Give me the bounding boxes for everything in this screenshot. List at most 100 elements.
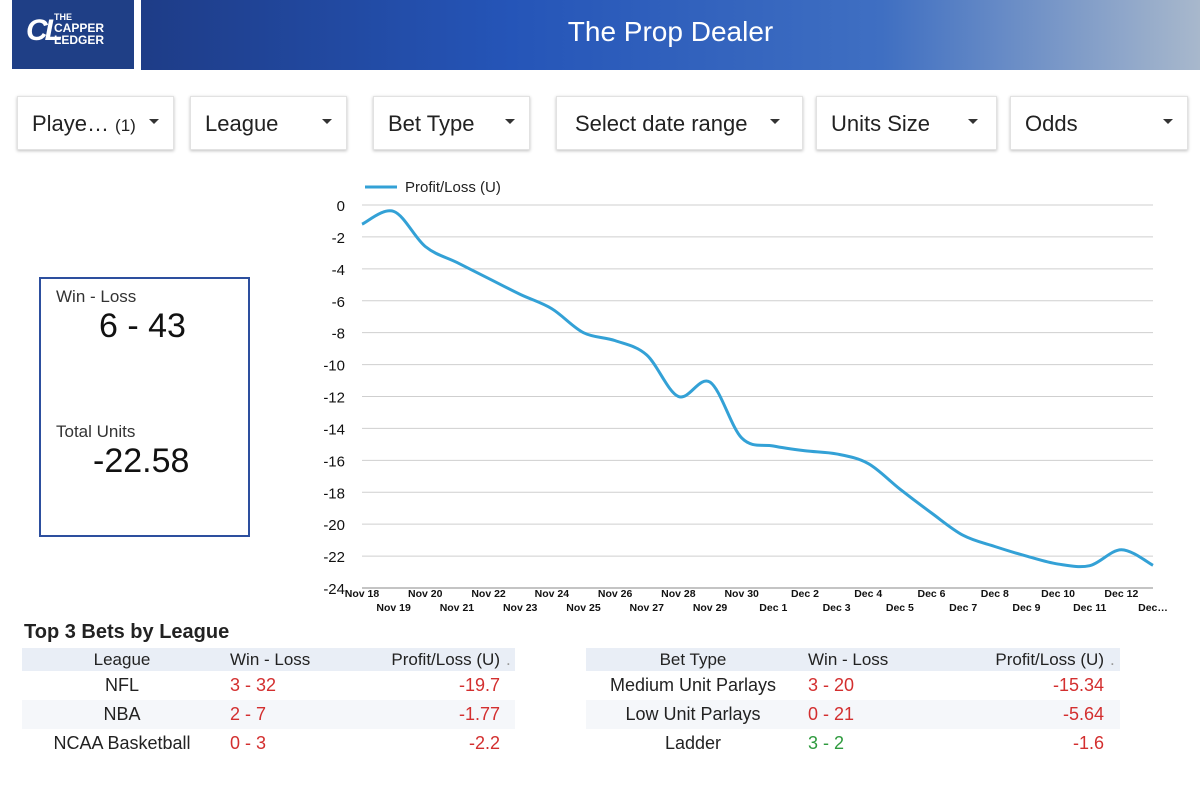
filter-date-range[interactable]: Select date range [556,96,803,150]
column-header[interactable]: Profit/Loss (U) [348,648,506,671]
filter-odds[interactable]: Odds [1010,96,1188,150]
x-tick-label: Nov 24 [535,588,570,600]
chart-legend: Profit/Loss (U) [365,179,501,196]
kpi-scorecard: Win - Loss 6 - 43 Total Units -22.58 [39,277,250,537]
y-tick-label: -4 [332,262,345,279]
column-header[interactable]: Win - Loss [222,648,348,671]
y-tick-label: -24 [323,581,345,598]
x-tick-label: Dec 4 [854,588,882,600]
y-tick-label: -10 [323,358,345,375]
series-line-profit-loss [361,209,1154,569]
bet-type-name: Ladder [664,733,722,753]
bet-type-profit-loss: -1.6 [1072,733,1104,753]
x-tick-label: Nov 21 [440,602,475,614]
bet-type-name: Low Unit Parlays [586,700,800,729]
filter-player-count: (1) [115,116,136,135]
x-tick-label: Dec… [1138,602,1168,614]
x-tick-label: Dec 2 [791,588,819,600]
x-tick-label: Dec 8 [981,588,1009,600]
table-header-row: League Win - Loss Profit/Loss (U) . [22,648,515,671]
y-tick-label: -16 [323,453,345,470]
win-loss-value: 6 - 43 [99,307,186,345]
chevron-down-icon [505,119,515,124]
brand-logo: CL THE CAPPER LEDGER [12,0,134,69]
chart-series [361,209,1154,569]
page-title: The Prop Dealer [567,16,774,47]
x-tick-label: Nov 30 [724,588,759,600]
total-units-value: -22.58 [93,442,190,480]
x-tick-label: Nov 28 [661,588,696,600]
x-tick-label: Dec 7 [949,602,977,614]
x-tick-label: Dec 5 [886,602,914,614]
bet-type-win-loss: 0 - 21 [800,700,942,729]
column-resize-handle[interactable]: . [506,648,515,671]
logo-mark: CL [26,14,63,47]
legend-label: Profit/Loss (U) [405,179,501,196]
y-axis: 0 -2 -4 -6 -8 -10 -12 -14 -16 -18 -20 -22 -24 [323,198,345,598]
x-tick-label: Nov 29 [693,602,728,614]
y-tick-label: -20 [323,517,345,534]
x-tick-label: Dec 9 [1012,602,1040,614]
table-row: NCAA Basketball 0 - 3 -2.2 [22,729,515,758]
league-win-loss: 0 - 3 [230,733,267,753]
logo-words: THE CAPPER LEDGER [54,12,104,46]
column-header[interactable]: League [22,648,222,671]
chevron-down-icon [322,119,332,124]
bet-type-name: Medium Unit Parlays [609,675,777,695]
x-tick-label: Dec 1 [759,602,787,614]
chevron-down-icon [1163,119,1173,124]
league-win-loss: 2 - 7 [222,700,348,729]
section-title: Top 3 Bets by League [24,621,230,643]
table-row: Low Unit Parlays 0 - 21 -5.64 [586,700,1120,729]
y-tick-label: -22 [323,549,345,566]
x-tick-label: Nov 22 [471,588,506,600]
league-win-loss: 3 - 32 [230,675,277,695]
y-tick-label: -12 [323,390,345,407]
table-header-row: Bet Type Win - Loss Profit/Loss (U) . [586,648,1120,671]
filter-odds-label: Odds [1025,111,1078,136]
x-tick-label: Dec 11 [1073,602,1106,614]
y-tick-label: -14 [323,421,345,438]
x-tick-label: Nov 18 [345,588,380,600]
y-tick-label: -2 [332,230,345,247]
filter-bet-type[interactable]: Bet Type [373,96,530,150]
table-row: NFL 3 - 32 -19.7 [22,671,515,700]
logo-line-1: THE [54,12,72,22]
filter-player[interactable]: Playe… (1) [17,96,174,150]
x-tick-label: Nov 26 [598,588,633,600]
filter-player-text: Playe… [32,111,110,136]
filter-date-range-label: Select date range [575,111,748,136]
win-loss-label: Win - Loss [56,287,137,306]
x-tick-label: Dec 6 [918,588,946,600]
league-profit-loss: -19.7 [458,675,500,695]
filter-league[interactable]: League [190,96,347,150]
bet-type-win-loss: 3 - 20 [808,675,855,695]
total-units-label: Total Units [56,422,136,441]
column-header[interactable]: Profit/Loss (U) [942,648,1110,671]
league-name: NFL [104,675,139,695]
filter-player-label: Playe… (1) [32,111,136,137]
header-bar: The Prop Dealer [141,0,1200,70]
league-profit-loss: -1.77 [348,700,506,729]
table-row: NBA 2 - 7 -1.77 [22,700,515,729]
league-name: NCAA Basketball [53,733,191,753]
y-tick-label: -18 [323,485,345,502]
x-tick-label: Nov 27 [630,602,665,614]
y-tick-label: -8 [332,326,345,343]
column-header[interactable]: Bet Type [586,648,800,671]
x-tick-label: Nov 19 [376,602,411,614]
column-resize-handle[interactable]: . [1110,648,1120,671]
column-header[interactable]: Win - Loss [800,648,942,671]
league-table: League Win - Loss Profit/Loss (U) . NFL … [22,648,515,758]
logo-line-3: LEDGER [54,33,105,47]
logo-line-2: CAPPER [54,21,105,35]
x-tick-label: Nov 23 [503,602,538,614]
x-tick-label: Dec 3 [823,602,851,614]
bet-type-table: Bet Type Win - Loss Profit/Loss (U) . Me… [586,648,1120,758]
x-axis: Nov 18 Nov 19 Nov 20 Nov 21 Nov 22 Nov 23 Nov … [345,588,1168,614]
filter-units-size[interactable]: Units Size [816,96,997,150]
x-tick-label: Dec 10 [1041,588,1075,600]
x-tick-label: Nov 25 [566,602,601,614]
table-row: Ladder 3 - 2 -1.6 [586,729,1120,758]
league-name: NBA [22,700,222,729]
